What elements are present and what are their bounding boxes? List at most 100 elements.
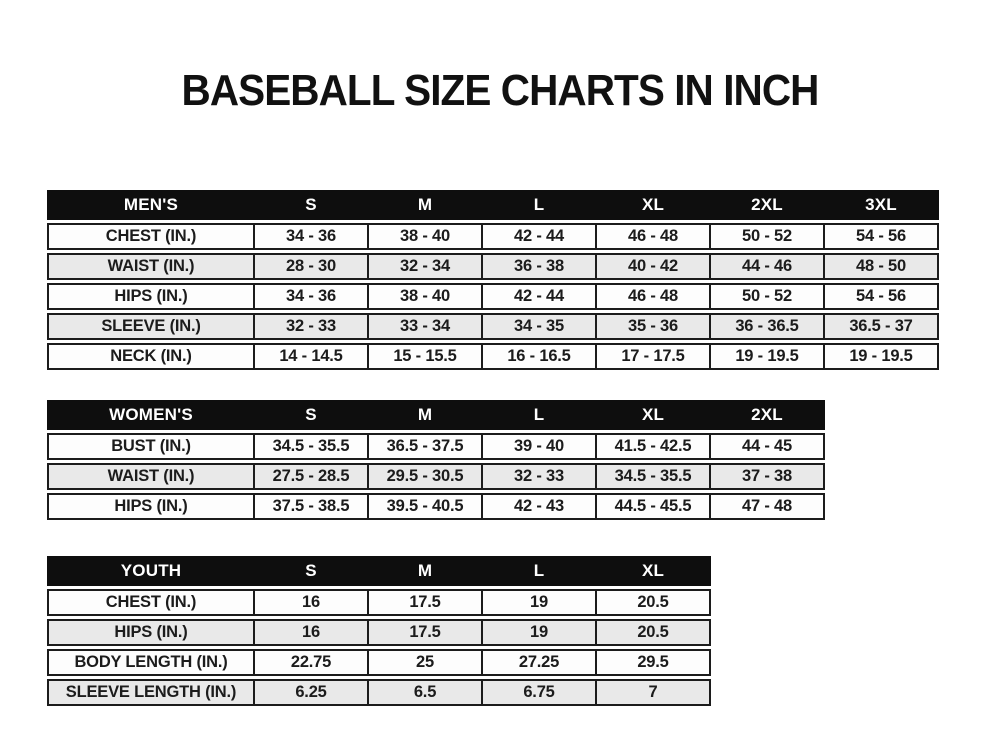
table-row: HIPS (IN.) 34 - 36 38 - 40 42 - 44 46 - 48 50… [47, 283, 939, 310]
table-title-cell: YOUTH [47, 556, 255, 586]
measurement-value-cell: 29.5 [595, 649, 711, 676]
table-title-cell: WOMEN'S [47, 400, 255, 430]
measurement-value-cell: 36 - 38 [481, 253, 597, 280]
measurement-value-cell: 34.5 - 35.5 [595, 463, 711, 490]
measurement-value-cell: 39.5 - 40.5 [367, 493, 483, 520]
measurement-value-cell: 34.5 - 35.5 [253, 433, 369, 460]
measurement-label-cell: SLEEVE (IN.) [47, 313, 255, 340]
measurement-value-cell: 25 [367, 649, 483, 676]
measurement-value-cell: 50 - 52 [709, 223, 825, 250]
measurement-value-cell: 19 [481, 589, 597, 616]
table-row: SLEEVE LENGTH (IN.) 6.25 6.5 6.75 7 [47, 679, 711, 706]
measurement-value-cell: 20.5 [595, 589, 711, 616]
measurement-value-cell: 50 - 52 [709, 283, 825, 310]
measurement-value-cell: 38 - 40 [367, 283, 483, 310]
measurement-value-cell: 17.5 [367, 589, 483, 616]
measurement-value-cell: 6.25 [253, 679, 369, 706]
measurement-value-cell: 22.75 [253, 649, 369, 676]
measurement-value-cell: 19 - 19.5 [709, 343, 825, 370]
size-header-cell: 3XL [823, 190, 939, 220]
measurement-value-cell: 42 - 44 [481, 223, 597, 250]
measurement-value-cell: 39 - 40 [481, 433, 597, 460]
measurement-value-cell: 17 - 17.5 [595, 343, 711, 370]
table-row: BODY LENGTH (IN.) 22.75 25 27.25 29.5 [47, 649, 711, 676]
table-row: BUST (IN.) 34.5 - 35.5 36.5 - 37.5 39 - 40 4… [47, 433, 825, 460]
table-header-row: WOMEN'S S M L XL 2XL [47, 400, 825, 430]
mens-size-table: MEN'S S M L XL 2XL 3XL CHEST (IN.) 34 - 36 38 - 4… [47, 190, 939, 373]
size-header-cell: XL [595, 400, 711, 430]
measurement-value-cell: 29.5 - 30.5 [367, 463, 483, 490]
size-header-cell: M [367, 556, 483, 586]
measurement-label-cell: HIPS (IN.) [47, 493, 255, 520]
measurement-value-cell: 36.5 - 37.5 [367, 433, 483, 460]
table-header-row: YOUTH S M L XL [47, 556, 711, 586]
measurement-value-cell: 37 - 38 [709, 463, 825, 490]
size-header-cell: XL [595, 190, 711, 220]
measurement-value-cell: 44.5 - 45.5 [595, 493, 711, 520]
measurement-value-cell: 15 - 15.5 [367, 343, 483, 370]
table-header-row: MEN'S S M L XL 2XL 3XL [47, 190, 939, 220]
measurement-value-cell: 32 - 34 [367, 253, 483, 280]
measurement-value-cell: 32 - 33 [481, 463, 597, 490]
table-row: CHEST (IN.) 34 - 36 38 - 40 42 - 44 46 - 48 5… [47, 223, 939, 250]
size-header-cell: XL [595, 556, 711, 586]
measurement-value-cell: 44 - 45 [709, 433, 825, 460]
measurement-value-cell: 54 - 56 [823, 283, 939, 310]
measurement-value-cell: 16 [253, 619, 369, 646]
measurement-value-cell: 20.5 [595, 619, 711, 646]
measurement-label-cell: CHEST (IN.) [47, 589, 255, 616]
measurement-label-cell: BODY LENGTH (IN.) [47, 649, 255, 676]
measurement-value-cell: 19 - 19.5 [823, 343, 939, 370]
measurement-label-cell: SLEEVE LENGTH (IN.) [47, 679, 255, 706]
measurement-value-cell: 37.5 - 38.5 [253, 493, 369, 520]
measurement-value-cell: 17.5 [367, 619, 483, 646]
measurement-value-cell: 36 - 36.5 [709, 313, 825, 340]
measurement-label-cell: HIPS (IN.) [47, 619, 255, 646]
size-header-cell: L [481, 400, 597, 430]
measurement-label-cell: WAIST (IN.) [47, 253, 255, 280]
size-header-cell: 2XL [709, 400, 825, 430]
measurement-value-cell: 46 - 48 [595, 223, 711, 250]
table-row: HIPS (IN.) 16 17.5 19 20.5 [47, 619, 711, 646]
size-header-cell: S [253, 400, 369, 430]
measurement-value-cell: 46 - 48 [595, 283, 711, 310]
measurement-value-cell: 16 [253, 589, 369, 616]
measurement-value-cell: 42 - 43 [481, 493, 597, 520]
measurement-value-cell: 19 [481, 619, 597, 646]
measurement-label-cell: WAIST (IN.) [47, 463, 255, 490]
table-row: CHEST (IN.) 16 17.5 19 20.5 [47, 589, 711, 616]
measurement-value-cell: 6.5 [367, 679, 483, 706]
measurement-value-cell: 42 - 44 [481, 283, 597, 310]
measurement-value-cell: 27.25 [481, 649, 597, 676]
measurement-value-cell: 28 - 30 [253, 253, 369, 280]
measurement-value-cell: 41.5 - 42.5 [595, 433, 711, 460]
womens-size-table: WOMEN'S S M L XL 2XL BUST (IN.) 34.5 - 35.5 36.5… [47, 400, 825, 523]
size-header-cell: M [367, 190, 483, 220]
measurement-value-cell: 35 - 36 [595, 313, 711, 340]
measurement-value-cell: 34 - 36 [253, 223, 369, 250]
measurement-value-cell: 47 - 48 [709, 493, 825, 520]
measurement-value-cell: 34 - 36 [253, 283, 369, 310]
size-header-cell: L [481, 556, 597, 586]
measurement-value-cell: 16 - 16.5 [481, 343, 597, 370]
measurement-label-cell: BUST (IN.) [47, 433, 255, 460]
measurement-label-cell: CHEST (IN.) [47, 223, 255, 250]
measurement-value-cell: 38 - 40 [367, 223, 483, 250]
table-row: NECK (IN.) 14 - 14.5 15 - 15.5 16 - 16.5 17 … [47, 343, 939, 370]
size-header-cell: L [481, 190, 597, 220]
measurement-value-cell: 7 [595, 679, 711, 706]
table-row: SLEEVE (IN.) 32 - 33 33 - 34 34 - 35 35 - 36… [47, 313, 939, 340]
size-header-cell: M [367, 400, 483, 430]
size-header-cell: 2XL [709, 190, 825, 220]
measurement-value-cell: 44 - 46 [709, 253, 825, 280]
size-header-cell: S [253, 556, 369, 586]
page-title: BASEBALL SIZE CHARTS IN INCH [181, 66, 820, 115]
measurement-value-cell: 6.75 [481, 679, 597, 706]
youth-size-table: YOUTH S M L XL CHEST (IN.) 16 17.5 19 20.5 HIPS (I… [47, 556, 711, 709]
measurement-label-cell: HIPS (IN.) [47, 283, 255, 310]
table-title-cell: MEN'S [47, 190, 255, 220]
measurement-value-cell: 32 - 33 [253, 313, 369, 340]
measurement-value-cell: 48 - 50 [823, 253, 939, 280]
measurement-value-cell: 36.5 - 37 [823, 313, 939, 340]
